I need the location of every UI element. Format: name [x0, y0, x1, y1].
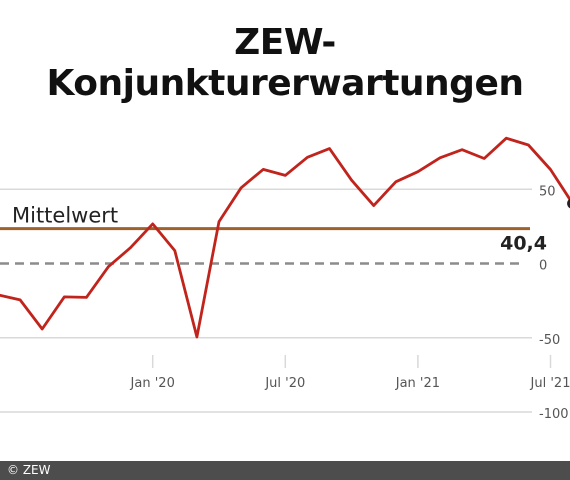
line-chart: Jan '20 Jul '20 Jan '21 Jul '21 Mittelwert …	[0, 136, 570, 422]
series-layer	[0, 136, 570, 339]
y-tick-label: 0	[539, 259, 547, 274]
label-layer: 50 0 -50 -100 40,4	[500, 184, 568, 422]
series-line	[0, 136, 570, 339]
x-tick-label: Jul '21	[530, 376, 570, 391]
x-tick-label: Jul '20	[264, 376, 305, 391]
y-tick-label: 50	[539, 184, 556, 199]
x-tick-label: Jan '20	[130, 376, 175, 391]
x-tick-layer: Jan '20 Jul '20 Jan '21 Jul '21	[130, 355, 570, 391]
y-tick-label: -50	[539, 333, 560, 348]
footer-bar: © ZEW	[0, 461, 570, 480]
copyright-credit: © ZEW	[7, 463, 51, 477]
reference-lines-layer: Mittelwert	[0, 204, 530, 265]
x-tick-label: Jan '21	[395, 376, 440, 391]
end-value-label: 40,4	[500, 233, 547, 255]
chart-title: ZEW-Konjunkturerwartungen	[46, 22, 524, 104]
y-tick-label: -100	[539, 407, 569, 422]
end-point-marker	[567, 198, 570, 209]
mittelwert-label: Mittelwert	[12, 204, 118, 228]
grid-layer	[0, 188, 532, 413]
